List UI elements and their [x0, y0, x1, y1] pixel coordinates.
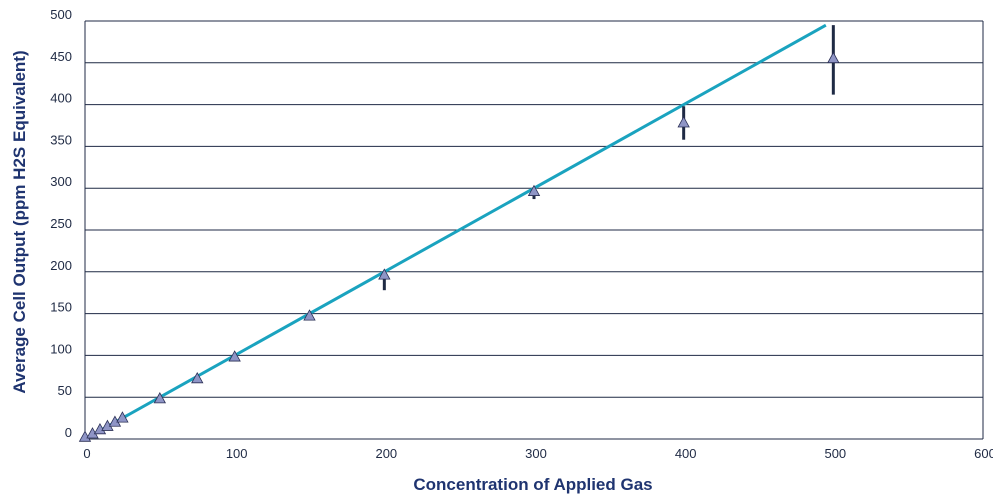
x-tick-label-100: 100	[226, 446, 248, 461]
fit-line	[84, 23, 827, 441]
data-point-200	[378, 268, 391, 280]
data-point-50	[153, 392, 167, 404]
y-tick-label-0: 0	[65, 425, 72, 440]
y-tick-label-200: 200	[50, 258, 72, 273]
y-tick-label-150: 150	[50, 300, 72, 315]
data-point-25	[116, 411, 129, 423]
data-point-500	[827, 51, 840, 64]
x-tick-labels: 0 100 200 300 400 500 600	[83, 446, 993, 461]
y-tick-label-500: 500	[50, 7, 72, 22]
y-tick-label-400: 400	[50, 91, 72, 106]
y-axis-title: Average Cell Output (ppm H2S Equivalent)	[10, 50, 29, 393]
data-point-400	[677, 116, 690, 128]
x-tick-label-200: 200	[375, 446, 397, 461]
error-bars	[382, 25, 835, 291]
y-tick-label-300: 300	[50, 174, 72, 189]
x-tick-label-0: 0	[83, 446, 90, 461]
x-tick-label-400: 400	[675, 446, 697, 461]
data-markers	[78, 51, 840, 442]
y-tick-label-100: 100	[50, 341, 72, 356]
data-point-150	[303, 309, 316, 321]
data-point-300	[527, 184, 541, 196]
data-point-75	[191, 371, 204, 384]
y-tick-labels: 0 50 100 150 200 250 300 350 400 450 500	[50, 7, 72, 440]
x-tick-label-300: 300	[525, 446, 547, 461]
x-tick-label-500: 500	[824, 446, 846, 461]
x-axis-title: Concentration of Applied Gas	[413, 475, 652, 494]
data-point-100	[228, 350, 241, 362]
x-tick-label-600: 600	[974, 446, 993, 461]
y-tick-label-250: 250	[50, 216, 72, 231]
y-tick-label-50: 50	[58, 383, 72, 398]
y-tick-label-450: 450	[50, 49, 72, 64]
fit-line-group	[84, 23, 827, 441]
grid-lines	[84, 20, 984, 440]
y-tick-label-350: 350	[50, 132, 72, 147]
